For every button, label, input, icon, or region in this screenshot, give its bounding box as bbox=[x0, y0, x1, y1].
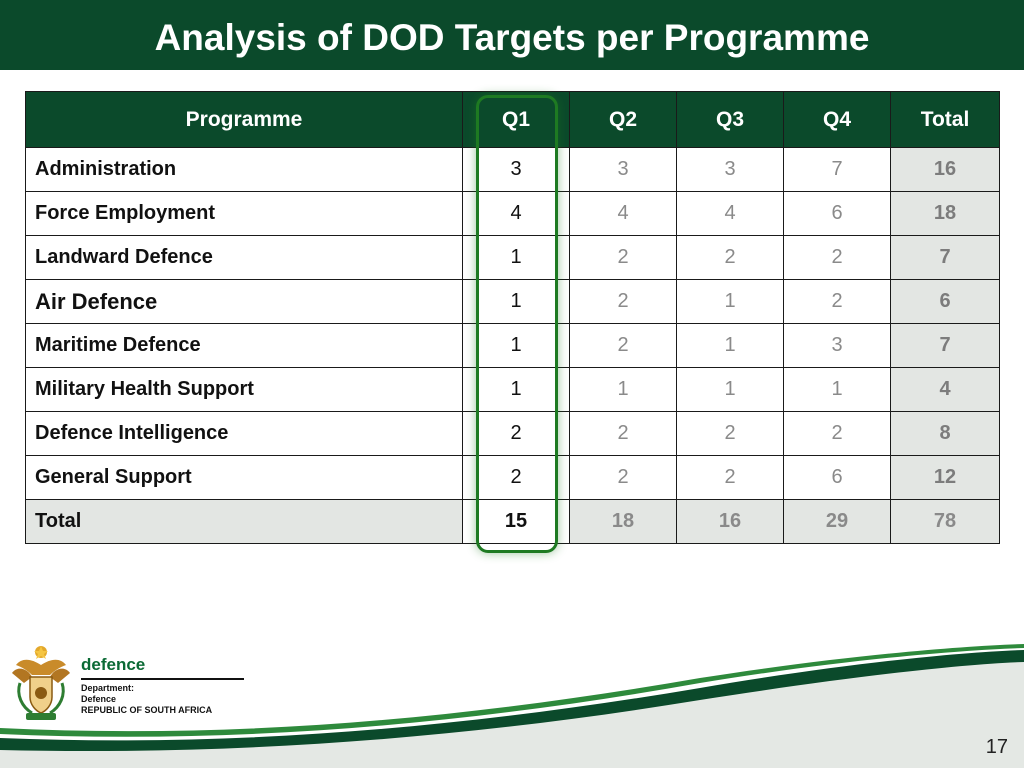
q1-cell: 2 bbox=[462, 455, 570, 500]
table-row: General Support 2 2 2 6 12 bbox=[25, 455, 1000, 500]
programme-cell: Force Employment bbox=[25, 191, 463, 236]
department-line: Defence bbox=[81, 694, 117, 704]
q2-cell: 2 bbox=[569, 411, 677, 456]
header-total: Total bbox=[890, 91, 1000, 148]
programme-cell: Administration bbox=[25, 147, 463, 192]
table-row: Landward Defence 1 2 2 2 7 bbox=[25, 235, 1000, 280]
q4-cell: 6 bbox=[783, 191, 891, 236]
table-row: Defence Intelligence 2 2 2 2 8 bbox=[25, 411, 1000, 456]
total-cell: 12 bbox=[890, 455, 1000, 500]
q2-total-cell: 18 bbox=[569, 499, 677, 544]
header-programme: Programme bbox=[25, 91, 463, 148]
q1-cell: 3 bbox=[462, 147, 570, 192]
department-line: REPUBLIC OF SOUTH AFRICA bbox=[81, 705, 213, 715]
q2-cell: 2 bbox=[569, 235, 677, 280]
total-cell: 16 bbox=[890, 147, 1000, 192]
total-cell: 7 bbox=[890, 323, 1000, 368]
q3-cell: 4 bbox=[676, 191, 784, 236]
grand-total-cell: 78 bbox=[890, 499, 1000, 544]
total-cell: 8 bbox=[890, 411, 1000, 456]
brand-name: defence bbox=[81, 655, 146, 674]
q4-cell: 6 bbox=[783, 455, 891, 500]
q4-cell: 3 bbox=[783, 323, 891, 368]
q1-total-cell: 15 bbox=[462, 499, 570, 544]
programme-cell: General Support bbox=[25, 455, 463, 500]
brand-divider bbox=[81, 678, 244, 680]
programme-cell: Air Defence bbox=[25, 279, 463, 324]
table-row: Air Defence 1 2 1 2 6 bbox=[25, 279, 1000, 324]
programme-cell: Maritime Defence bbox=[25, 323, 463, 368]
q1-cell: 1 bbox=[462, 367, 570, 412]
q4-total-cell: 29 bbox=[783, 499, 891, 544]
q3-cell: 2 bbox=[676, 411, 784, 456]
q1-cell: 1 bbox=[462, 323, 570, 368]
q3-cell: 2 bbox=[676, 235, 784, 280]
q3-cell: 1 bbox=[676, 323, 784, 368]
total-label-cell: Total bbox=[25, 499, 463, 544]
q4-cell: 2 bbox=[783, 279, 891, 324]
table-row: Force Employment 4 4 4 6 18 bbox=[25, 191, 1000, 236]
q2-cell: 2 bbox=[569, 279, 677, 324]
total-row: Total 15 18 16 29 78 bbox=[25, 499, 1000, 544]
programme-cell: Military Health Support bbox=[25, 367, 463, 412]
total-cell: 6 bbox=[890, 279, 1000, 324]
q1-cell: 1 bbox=[462, 235, 570, 280]
q1-cell: 1 bbox=[462, 279, 570, 324]
q3-cell: 2 bbox=[676, 455, 784, 500]
targets-table: Programme Q1 Q2 Q3 Q4 Total Administrati… bbox=[25, 91, 1000, 544]
q4-cell: 2 bbox=[783, 235, 891, 280]
q2-cell: 4 bbox=[569, 191, 677, 236]
q3-cell: 3 bbox=[676, 147, 784, 192]
q1-cell: 2 bbox=[462, 411, 570, 456]
total-cell: 18 bbox=[890, 191, 1000, 236]
coat-of-arms-icon bbox=[12, 646, 70, 720]
header-row: Programme Q1 Q2 Q3 Q4 Total bbox=[25, 91, 1000, 148]
title-bar bbox=[0, 0, 1024, 70]
header-q3: Q3 bbox=[676, 91, 784, 148]
total-cell: 4 bbox=[890, 367, 1000, 412]
table-row: Military Health Support 1 1 1 1 4 bbox=[25, 367, 1000, 412]
department-block: Department: Defence REPUBLIC OF SOUTH AF… bbox=[81, 683, 212, 716]
q4-cell: 2 bbox=[783, 411, 891, 456]
q1-cell: 4 bbox=[462, 191, 570, 236]
total-cell: 7 bbox=[890, 235, 1000, 280]
table-row: Administration 3 3 3 7 16 bbox=[25, 147, 1000, 192]
programme-cell: Landward Defence bbox=[25, 235, 463, 280]
programme-cell: Defence Intelligence bbox=[25, 411, 463, 456]
header-q1: Q1 bbox=[462, 91, 570, 148]
department-line: Department: bbox=[81, 683, 135, 693]
q4-cell: 1 bbox=[783, 367, 891, 412]
q4-cell: 7 bbox=[783, 147, 891, 192]
q2-cell: 1 bbox=[569, 367, 677, 412]
page-number: 17 bbox=[985, 736, 1008, 758]
q3-cell: 1 bbox=[676, 367, 784, 412]
q2-cell: 2 bbox=[569, 455, 677, 500]
q3-total-cell: 16 bbox=[676, 499, 784, 544]
footer-swoosh-graphic bbox=[0, 644, 1024, 768]
q2-cell: 3 bbox=[569, 147, 677, 192]
table-row: Maritime Defence 1 2 1 3 7 bbox=[25, 323, 1000, 368]
header-q2: Q2 bbox=[569, 91, 677, 148]
header-q4: Q4 bbox=[783, 91, 891, 148]
q3-cell: 1 bbox=[676, 279, 784, 324]
slide-title: Analysis of DOD Targets per Programme bbox=[154, 17, 870, 58]
q2-cell: 2 bbox=[569, 323, 677, 368]
